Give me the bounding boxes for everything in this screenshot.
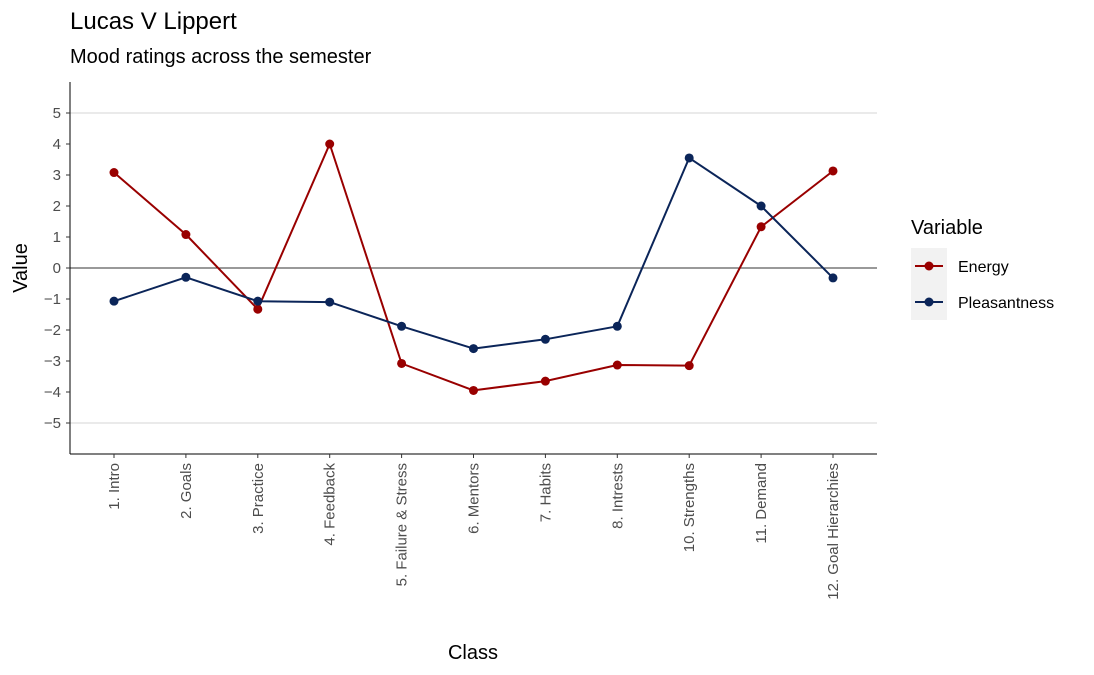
data-point-pleasantness (469, 344, 478, 354)
data-point-pleasantness (325, 297, 335, 307)
data-point-energy (828, 166, 838, 176)
series-pleasantness (109, 153, 838, 354)
x-tick-label: 3. Practice (250, 463, 267, 534)
legend-key-background (911, 248, 947, 320)
legend-item-energy: Energy (915, 259, 1009, 276)
x-tick-label: 7. Habits (537, 463, 554, 522)
chart-title: Lucas V Lippert (70, 8, 237, 35)
data-point-energy (253, 304, 263, 314)
legend-item-pleasantness: Pleasantness (915, 295, 1054, 312)
data-point-energy (181, 230, 191, 240)
data-point-pleasantness (540, 334, 550, 344)
data-point-energy (325, 139, 335, 149)
legend-key-point (924, 297, 934, 307)
data-point-energy (469, 385, 478, 395)
series-line-pleasantness (113, 156, 834, 350)
legend-items: Energy Pleasantness (915, 259, 1054, 312)
y-tick-label: 5 (53, 105, 61, 122)
legend-key-point (924, 261, 934, 271)
y-tick-label: −3 (44, 353, 61, 370)
y-tick-label: −5 (44, 415, 61, 432)
y-tick-label: 3 (53, 167, 61, 184)
x-tick-label: 8. Intrests (609, 463, 626, 529)
data-point-pleasantness (684, 153, 694, 163)
data-point-pleasantness (612, 321, 622, 331)
series-layer (109, 139, 838, 395)
x-tick-label: 12. Goal Hierarchies (825, 463, 842, 600)
y-tick-label: 0 (53, 260, 61, 277)
data-point-pleasantness (756, 201, 766, 211)
y-axis-title: Value (10, 243, 32, 293)
x-tick-label: 1. Intro (106, 463, 123, 510)
y-tick-label: 1 (53, 229, 61, 246)
data-point-energy (540, 376, 550, 386)
data-point-pleasantness (397, 321, 407, 331)
data-point-energy (109, 168, 119, 178)
data-point-pleasantness (181, 272, 191, 282)
data-point-energy (612, 360, 622, 370)
y-axis-ticks: −5 −4 −3 −2 −1 0 1 2 3 4 5 (44, 105, 70, 432)
legend: Variable Energy Pleasantness (911, 217, 1054, 320)
x-tick-label: 2. Goals (178, 463, 195, 519)
x-tick-label: 10. Strengths (681, 463, 698, 552)
y-tick-label: −4 (44, 384, 61, 401)
x-tick-label: 5. Failure & Stress (394, 463, 411, 586)
y-tick-label: −2 (44, 322, 61, 339)
x-tick-label: 4. Feedback (322, 463, 339, 546)
data-point-energy (397, 358, 407, 368)
legend-label: Pleasantness (958, 295, 1054, 312)
data-point-energy (756, 222, 766, 232)
data-point-pleasantness (828, 273, 838, 283)
y-tick-label: −1 (44, 291, 61, 308)
data-point-pleasantness (253, 296, 263, 306)
gridlines (70, 112, 877, 424)
x-axis-ticks: 1. Intro 2. Goals 3. Practice 4. Feedback 5.… (106, 454, 842, 600)
series-energy (109, 139, 838, 395)
x-tick-label: 6. Mentors (466, 463, 483, 534)
legend-title: Variable (911, 217, 983, 239)
y-tick-label: 4 (53, 136, 61, 153)
x-tick-label: 11. Demand (753, 463, 770, 544)
data-point-energy (684, 361, 694, 371)
y-tick-label: 2 (53, 198, 61, 215)
plot-area: −5 −4 −3 −2 −1 0 1 2 3 4 5 1. Intro 2. Goals 3. Prac… (44, 82, 877, 600)
legend-label: Energy (958, 259, 1009, 276)
data-point-pleasantness (109, 296, 119, 306)
chart-subtitle: Mood ratings across the semester (70, 46, 372, 68)
x-axis-title: Class (448, 642, 498, 664)
